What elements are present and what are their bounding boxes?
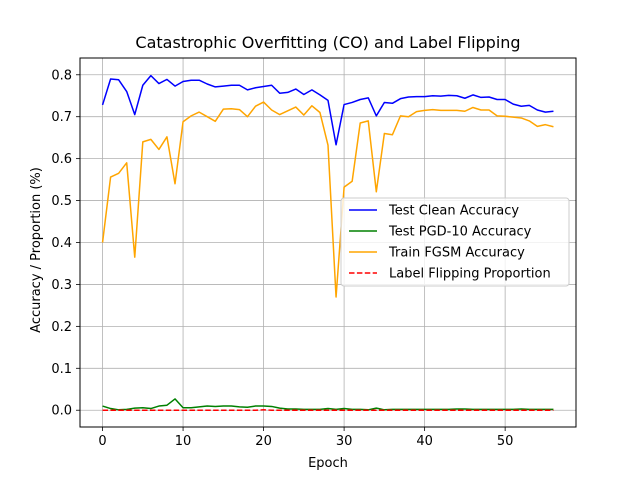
y-tick-label: 0.5 [51,194,72,209]
y-axis-label: Accuracy / Proportion (%) [29,167,44,333]
legend: Test Clean Accuracy Test PGD-10 Accuracy T… [340,197,570,287]
series-line-3 [101,101,554,298]
x-tick-label: 50 [497,434,514,449]
chart-title: Catastrophic Overfitting (CO) and Label … [135,33,520,52]
legend-label: Test PGD-10 Accuracy [388,225,532,240]
y-tick-label: 0.8 [51,68,72,83]
y-tick-label: 0.2 [51,320,72,335]
series-lines [101,74,554,411]
series-line-2 [102,398,554,411]
x-tick-label: 0 [98,434,106,449]
y-tick-label: 0.4 [51,236,72,251]
y-tick-label: 0.3 [51,278,72,293]
x-tick-label: 40 [416,434,433,449]
x-tick-label: 10 [175,434,192,449]
x-axis-label: Epoch [308,456,348,471]
series-line-1 [101,74,554,146]
y-tick-label: 0.0 [51,404,72,419]
y-tick-label: 0.6 [51,152,72,167]
legend-label: Train FGSM Accuracy [388,246,525,261]
y-tick-label: 0.1 [51,362,72,377]
legend-box [340,197,570,287]
legend-label: Test Clean Accuracy [388,204,519,219]
axis-ticks: 0 10 20 30 40 50 0.0 0.1 0.2 0.3 0.4 0.5 0.6 0.7 0.8 [51,68,513,449]
x-tick-label: 20 [255,434,272,449]
legend-label: Label Flipping Proportion [389,267,551,282]
y-tick-label: 0.7 [51,110,72,125]
x-tick-label: 30 [336,434,353,449]
